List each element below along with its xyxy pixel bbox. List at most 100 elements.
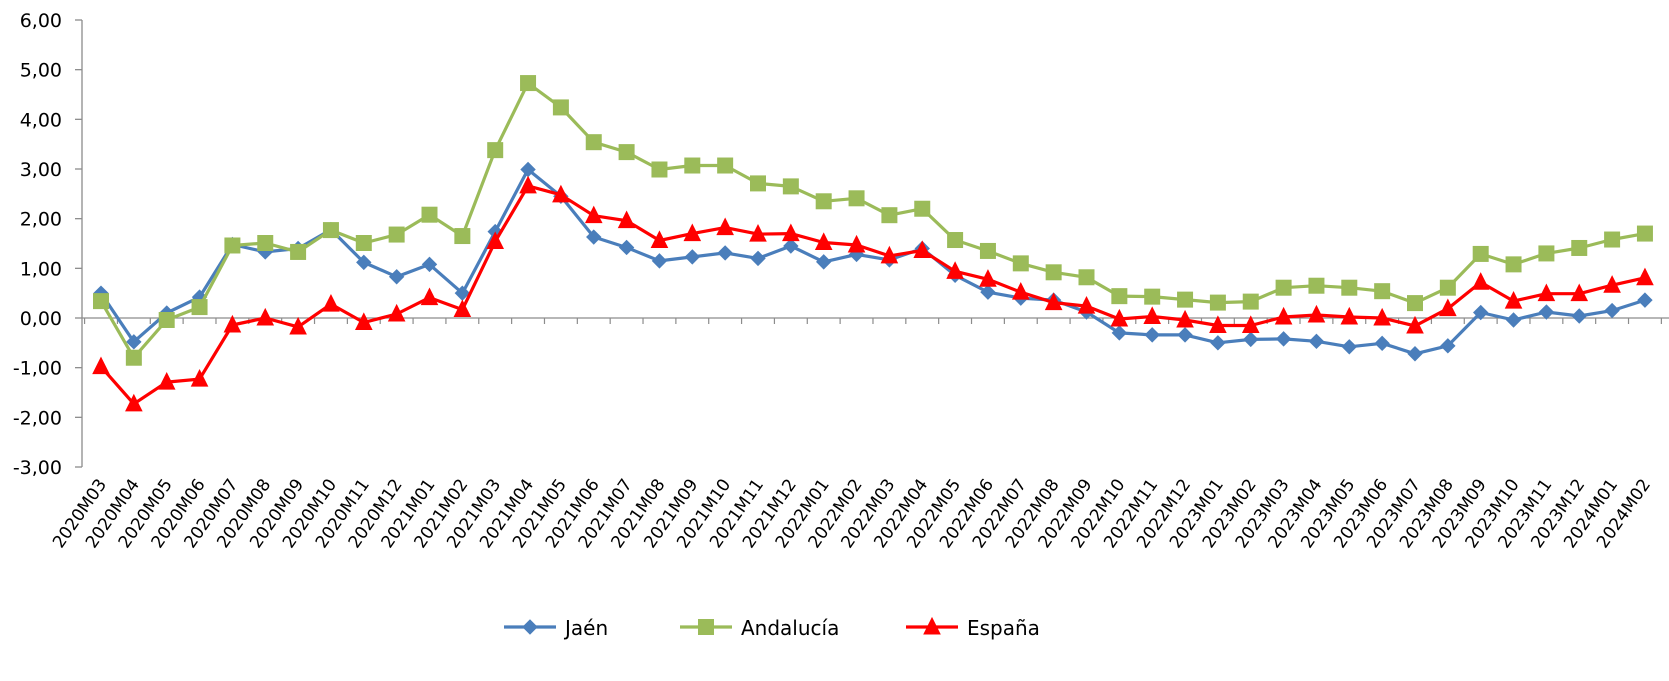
data-point: [1439, 298, 1457, 317]
data-point: [717, 157, 734, 174]
data-point: [1177, 327, 1193, 343]
data-point: [1307, 304, 1326, 323]
data-point: [1505, 312, 1522, 328]
data-point: [454, 228, 471, 245]
data-point: [618, 239, 635, 256]
y-tick-label: 6,00: [20, 10, 62, 32]
data-point: [1636, 225, 1653, 242]
series-2: [92, 175, 1654, 412]
data-point: [487, 142, 504, 159]
data-point: [1472, 245, 1489, 262]
data-point: [388, 269, 405, 285]
data-point: [289, 316, 307, 335]
data-point: [1308, 277, 1325, 294]
data-point: [1144, 288, 1161, 305]
data-point: [1440, 338, 1456, 354]
data-point: [750, 250, 766, 267]
data-point: [1078, 269, 1095, 286]
data-point: [847, 234, 866, 253]
data-point: [1604, 231, 1621, 248]
legend-marker: [522, 619, 538, 635]
y-tick-label: 3,00: [20, 159, 62, 181]
legend-label: España: [967, 616, 1040, 640]
data-point: [848, 190, 865, 207]
series-1: [93, 75, 1653, 366]
x-tick-labels: 2020M032020M042020M052020M062020M072020M…: [49, 475, 1655, 552]
data-point: [1374, 283, 1391, 300]
data-point: [256, 307, 275, 326]
data-point: [1012, 255, 1029, 272]
data-point: [322, 222, 339, 239]
data-point: [125, 349, 142, 366]
legend-item: Jaén: [504, 616, 608, 640]
data-point: [1111, 325, 1128, 341]
data-point: [1340, 306, 1359, 325]
data-point: [782, 178, 799, 195]
y-tick-labels: 6,00 5,00 4,00 3,00 2,00 1,00 0,00 -1,00 -2,00 -3…: [13, 10, 62, 479]
data-point: [1636, 267, 1654, 286]
data-point: [584, 205, 603, 224]
data-point: [1177, 291, 1194, 308]
data-point: [92, 356, 110, 375]
data-point: [651, 161, 668, 178]
data-point: [1505, 256, 1522, 273]
data-point: [1538, 304, 1555, 320]
data-point: [1374, 335, 1390, 352]
legend: Jaén Andalucía España: [504, 616, 1040, 640]
data-point: [520, 75, 537, 92]
y-tick-label: -1,00: [13, 358, 62, 380]
data-point: [683, 223, 702, 242]
data-point: [1045, 264, 1062, 281]
data-point: [1538, 245, 1555, 262]
data-point: [946, 261, 964, 279]
data-point: [684, 157, 701, 174]
data-point: [913, 240, 932, 258]
data-point: [158, 311, 175, 328]
data-point: [191, 299, 208, 316]
data-point: [421, 206, 438, 223]
data-point: [1241, 315, 1260, 333]
data-point: [1571, 239, 1588, 256]
data-point: [1243, 331, 1259, 348]
data-point: [979, 269, 997, 287]
data-point: [1603, 275, 1621, 293]
data-point: [782, 223, 800, 242]
data-point: [1210, 335, 1226, 351]
data-point: [1209, 294, 1226, 311]
data-point: [224, 237, 241, 254]
y-tick-label: 5,00: [20, 60, 62, 82]
data-point: [453, 299, 472, 318]
data-point: [585, 134, 602, 151]
y-tick-label: -3,00: [13, 457, 62, 479]
data-point: [1406, 315, 1424, 334]
data-point: [947, 232, 964, 249]
data-point: [1341, 339, 1358, 355]
data-point: [1176, 309, 1194, 328]
legend-item: Andalucía: [680, 616, 839, 640]
data-point: [552, 184, 570, 203]
data-point: [157, 371, 176, 390]
data-point: [716, 217, 734, 236]
data-point: [1143, 306, 1162, 325]
data-point: [1439, 279, 1456, 296]
data-point: [1570, 283, 1589, 302]
series-line: [99, 81, 1646, 360]
legend-item: España: [906, 616, 1040, 640]
data-point: [420, 287, 439, 306]
y-tick-label: 2,00: [20, 209, 62, 231]
legend-label: Jaén: [563, 616, 608, 640]
legend-label: Andalucía: [741, 616, 839, 640]
data-point: [1077, 295, 1096, 314]
data-point: [586, 229, 602, 245]
data-point: [1637, 292, 1653, 308]
data-point: [618, 144, 635, 161]
data-point: [290, 243, 307, 260]
legend-marker: [698, 619, 714, 635]
data-point: [387, 303, 406, 322]
data-point: [257, 235, 274, 252]
data-point: [356, 254, 372, 271]
data-point: [1242, 293, 1259, 310]
data-point: [750, 175, 766, 192]
legend-marker: [923, 616, 941, 635]
data-point: [881, 207, 898, 224]
